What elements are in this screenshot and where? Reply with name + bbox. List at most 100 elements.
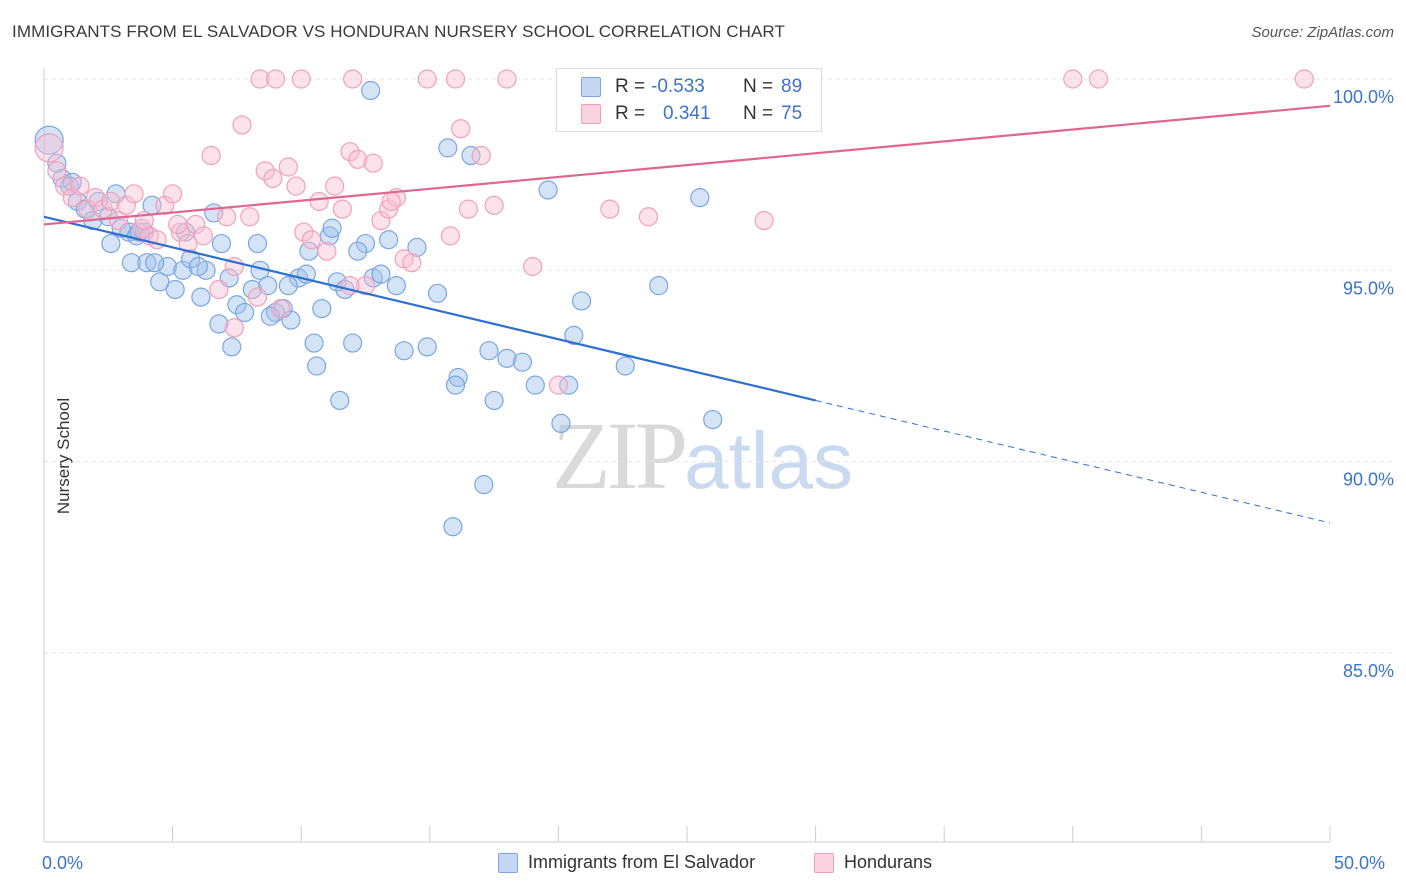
point-el-salvador [157, 256, 178, 277]
point-hondurans [278, 157, 298, 177]
y-tick-label: 95.0% [1343, 278, 1394, 298]
point-el-salvador [355, 233, 376, 254]
point-el-salvador [379, 230, 399, 250]
point-el-salvador [559, 375, 579, 395]
point-hondurans [471, 145, 491, 166]
legend-item-hondurans: Hondurans [814, 852, 932, 873]
point-hondurans [168, 214, 188, 235]
point-hondurans [417, 69, 437, 89]
point-hondurans [301, 230, 322, 250]
correlation-legend: R = -0.533 N = 89 R = 0.341 N = 75 [556, 68, 822, 132]
point-hondurans [250, 69, 270, 89]
point-hondurans [247, 287, 268, 307]
point-hondurans [170, 222, 190, 242]
point-hondurans [451, 119, 471, 139]
legend-n-value: 89 [781, 76, 803, 97]
point-hondurans [1294, 69, 1314, 89]
x-axis-max-label: 50.0% [1334, 853, 1386, 873]
point-hondurans [116, 195, 136, 215]
axes [43, 68, 1331, 843]
legend-label-el-salvador: Immigrants from El Salvador [528, 852, 756, 872]
point-el-salvador [348, 241, 368, 261]
point-el-salvador [319, 226, 340, 246]
point-hondurans [47, 161, 67, 181]
point-el-salvador [361, 80, 381, 101]
point-hondurans [217, 207, 237, 227]
point-el-salvador [144, 253, 165, 273]
point-hondurans [193, 226, 214, 246]
point-hondurans [70, 176, 90, 196]
point-el-salvador [278, 276, 298, 296]
point-hondurans [379, 199, 399, 219]
point-el-salvador [235, 302, 255, 323]
point-el-salvador [304, 333, 324, 353]
point-el-salvador [137, 253, 157, 273]
point-hondurans [265, 69, 286, 89]
trend-line-el-salvador [43, 215, 816, 402]
legend-r-label: R = [615, 103, 646, 124]
point-hondurans [294, 222, 314, 242]
point-hondurans [638, 207, 659, 227]
point-hondurans [54, 176, 75, 196]
point-el-salvador [173, 260, 193, 280]
point-hondurans [34, 133, 64, 163]
point-hondurans [62, 188, 82, 208]
point-el-salvador [417, 337, 437, 357]
point-el-salvador [312, 299, 332, 319]
watermark: ZIPatlas [552, 400, 853, 511]
point-el-salvador [461, 145, 481, 166]
series-hondurans-points [34, 69, 1314, 395]
legend-swatch-blue [581, 77, 601, 97]
point-hondurans [484, 195, 504, 215]
point-el-salvador [175, 222, 196, 242]
point-el-salvador [307, 356, 327, 376]
point-el-salvador [209, 314, 229, 334]
point-hondurans [78, 199, 98, 219]
point-hondurans [363, 153, 383, 173]
point-hondurans [309, 191, 329, 212]
point-hondurans [255, 161, 275, 181]
legend-swatch-pink [581, 104, 601, 124]
legend-r-value: -0.533 [651, 76, 705, 97]
point-el-salvador [445, 375, 466, 395]
point-el-salvador [181, 249, 201, 269]
point-hondurans [343, 69, 363, 89]
y-tick-labels: 100.0% 95.0% 90.0% 85.0% [1333, 87, 1394, 681]
point-hondurans [548, 375, 569, 395]
point-el-salvador [571, 291, 592, 311]
point-el-salvador [497, 348, 517, 368]
point-hondurans [232, 115, 252, 135]
point-hondurans [291, 69, 311, 89]
point-el-salvador [564, 325, 584, 345]
point-el-salvador [474, 475, 494, 495]
point-hondurans [445, 69, 466, 89]
point-hondurans [1088, 69, 1109, 89]
point-el-salvador [47, 153, 67, 173]
point-el-salvador [371, 264, 391, 284]
point-el-salvador [150, 272, 170, 292]
point-hondurans [600, 199, 620, 219]
point-hondurans [240, 207, 260, 227]
point-hondurans [224, 318, 244, 338]
point-hondurans [371, 210, 391, 231]
legend-row-hondurans: R = 0.341 N = 75 [581, 102, 802, 126]
watermark-zip: ZIP [552, 402, 688, 509]
point-el-salvador [427, 283, 448, 303]
point-el-salvador [191, 287, 211, 307]
legend-item-el-salvador: Immigrants from El Salvador [498, 852, 755, 873]
point-el-salvador [538, 180, 558, 200]
point-hondurans [163, 184, 183, 204]
trend-lines [43, 104, 1331, 524]
x-axis-min-label: 0.0% [42, 853, 84, 873]
point-hondurans [497, 69, 517, 89]
y-tick-label: 90.0% [1343, 470, 1394, 490]
trend-line-el-salvador-extension [815, 399, 1331, 524]
point-hondurans [458, 199, 478, 219]
point-el-salvador [343, 333, 363, 353]
point-el-salvador [479, 341, 499, 361]
point-el-salvador [448, 367, 468, 388]
point-hondurans [263, 168, 283, 189]
point-hondurans [754, 210, 774, 231]
legend-r-value: 0.341 [663, 103, 711, 124]
point-hondurans [286, 176, 306, 196]
